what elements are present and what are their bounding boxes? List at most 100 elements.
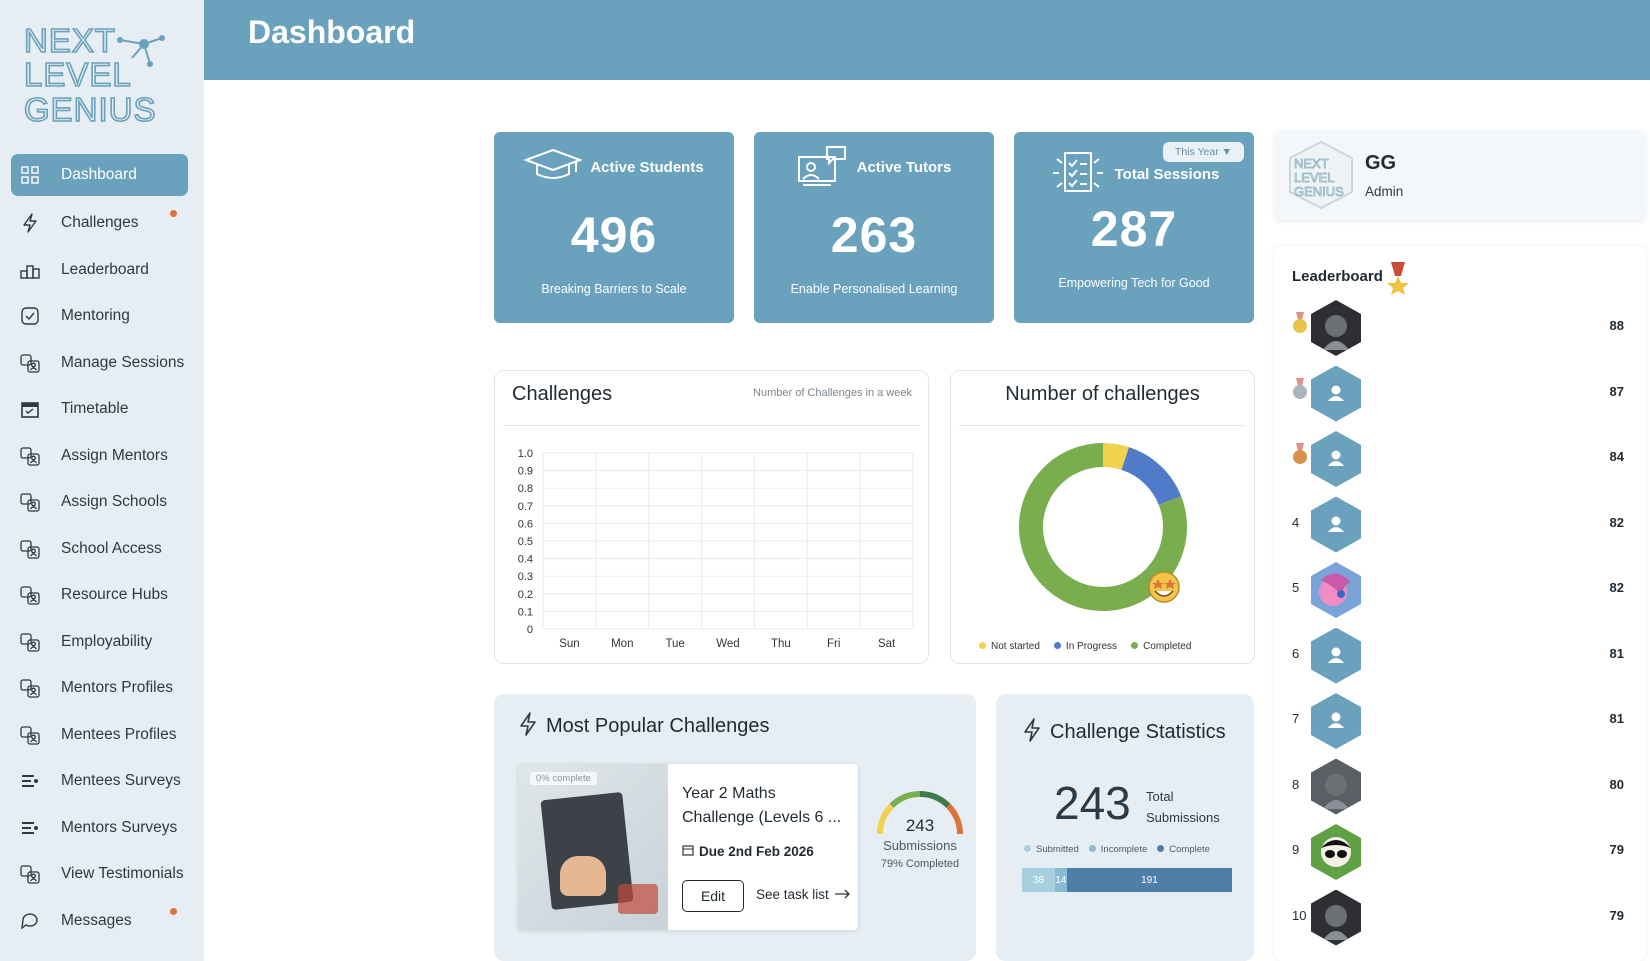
chart-subtitle: Number of Challenges in a week [753,387,912,399]
grid-icon [19,164,41,186]
leaderboard-row[interactable]: 4 82 [1274,491,1646,553]
stat-subtitle: Empowering Tech for Good [1058,276,1210,290]
sidebar-item-label: Leaderboard [61,260,149,278]
leaderboard-rank: 7 [1292,711,1300,726]
leaderboard-row[interactable]: 88 [1274,294,1646,356]
edit-button[interactable]: Edit [682,880,744,912]
challenges-chart-card: Challenges Number of Challenges in a wee… [494,370,929,664]
people-icon [19,863,41,885]
survey-icon [19,770,41,792]
sidebar-item-assign-mentors[interactable]: Assign Mentors [11,433,188,480]
x-tick-label: Sun [559,638,579,650]
svg-text:NEXT: NEXT [24,22,116,59]
year-filter-dropdown[interactable]: This Year ▼ [1162,142,1244,162]
sidebar-item-leaderboard[interactable]: Leaderboard [11,247,188,294]
sidebar-item-resource-hubs[interactable]: Resource Hubs [11,572,188,619]
avatar-image [1319,573,1351,606]
challenge-image: 0% complete [518,764,668,930]
user-avatar [1311,562,1361,618]
sidebar-item-label: Mentees Surveys [61,772,181,790]
sidebar-nav: Dashboard Challenges Leaderboard Mentoring M… [11,154,188,944]
leaderboard-rank: 8 [1292,776,1300,792]
leaderboard-row[interactable]: 9 79 [1274,818,1646,880]
user-avatar [1311,627,1361,684]
top-bar: Dashboard [204,0,1650,80]
sidebar-item-mentors-profiles[interactable]: Mentors Profiles [11,665,188,712]
gauge-segment [877,803,894,835]
due-date: Due 2nd Feb 2026 [699,844,814,859]
sidebar-item-view-testimonials[interactable]: View Testimonials [11,851,188,898]
user-avatar [1311,496,1361,553]
legend-item: Completed [1131,641,1191,652]
svg-text:GENIUS: GENIUS [1294,184,1344,199]
see-task-list-link[interactable]: See task list [756,887,851,902]
sidebar-item-label: Employability [61,632,153,650]
leaderboard-row[interactable]: 8 80 [1274,753,1646,815]
submissions-label: Submissions [1146,810,1220,825]
challenges-bar-chart: 0 0.1 0.2 0.3 0.4 0.5 0.6 0.7 0.8 0.9 1.0 Sun Mon Tue… [518,448,914,650]
calendar-icon [682,844,694,859]
y-tick-label: 0 [527,624,533,636]
y-tick-label: 0.9 [518,466,533,478]
leaderboard-rank: 6 [1292,645,1300,661]
challenges-donut-chart [1019,443,1187,611]
leaderboard-rank: 10 [1292,907,1307,923]
leaderboard-rank: 9 [1292,842,1300,857]
sidebar-item-mentees-surveys[interactable]: Mentees Surveys [11,758,188,805]
y-tick-label: 0.3 [518,571,533,583]
stacked-bar-segment: 191 [1066,868,1232,892]
people-icon [19,352,41,374]
total-submissions-value: 243 [1054,777,1131,829]
survey-icon [19,817,41,839]
leaderboard-row[interactable]: 5 82 [1274,556,1646,618]
leaderboard-score: 84 [1609,449,1624,464]
sidebar-item-messages[interactable]: Messages [11,898,188,945]
leaderboard-row[interactable]: 84 [1274,425,1646,487]
sidebar-item-assign-schools[interactable]: Assign Schools [11,479,188,526]
stat-card-active-tutors: Active Tutors 263 Enable Personalised Le… [754,132,994,323]
stat-subtitle: Enable Personalised Learning [790,282,958,296]
sidebar-item-label: Mentees Profiles [61,725,177,743]
leaderboard-panel: Leaderboard 88 87 84 4 82 5 82 6 81 7 81 8 80 9 79 10 79 [1274,246,1646,961]
sidebar-item-employability[interactable]: Employability [11,619,188,666]
leaderboard-score: 82 [1609,514,1624,530]
sidebar-item-manage-sessions[interactable]: Manage Sessions [11,340,188,387]
y-tick-label: 0.6 [518,518,533,530]
gauge-segment [946,803,963,835]
leaderboard-row[interactable]: 7 81 [1274,687,1646,749]
leaderboard-score: 87 [1609,383,1624,399]
sidebar-item-timetable[interactable]: Timetable [11,386,188,433]
leaderboard-score: 81 [1609,711,1624,726]
stat-title: Total Sessions [1114,165,1220,183]
sidebar-item-challenges[interactable]: Challenges [11,200,188,247]
total-label: Total [1146,789,1174,804]
sidebar-item-mentoring[interactable]: Mentoring [11,293,188,340]
challenge-statistics-card: Challenge Statistics 243 Total Submissio… [996,694,1254,961]
user-avatar [1311,758,1361,815]
stat-value: 287 [1090,201,1178,257]
leaderboard-row[interactable]: 6 81 [1274,622,1646,684]
chart-title: Challenges [512,383,613,405]
leaderboard-rank: 5 [1292,580,1300,595]
leaderboard-row[interactable]: 10 79 [1274,884,1646,946]
challenge-card[interactable]: 0% complete Year 2 Maths Challenge (Leve… [518,764,858,930]
leaderboard-row[interactable]: 87 [1274,360,1646,422]
user-avatar [1311,824,1361,880]
user-icon [1328,385,1344,401]
gauge-value: 243 [905,816,935,835]
profile-card[interactable]: NEXT LEVEL GENIUS GG Admin [1274,130,1646,220]
check-square-icon [19,305,41,327]
sidebar-item-label: Mentors Surveys [61,818,178,836]
checklist-icon [1049,149,1107,199]
app-logo[interactable]: NEXT LEVEL GENIUS [22,18,172,126]
gauge-completed: 79% Completed [880,858,960,870]
sidebar-item-mentors-surveys[interactable]: Mentors Surveys [11,805,188,852]
sidebar-item-school-access[interactable]: School Access [11,526,188,573]
stat-card-total-sessions: This Year ▼ Total Sessions 287 Empowerin… [1014,132,1254,323]
sidebar-item-dashboard[interactable]: Dashboard [11,154,188,196]
y-tick-label: 0.8 [518,483,533,495]
sidebar-item-mentees-profiles[interactable]: Mentees Profiles [11,712,188,759]
y-tick-label: 0.2 [518,589,533,601]
leaderboard-score: 82 [1609,580,1624,595]
sidebar-item-label: Mentors Profiles [61,679,173,697]
